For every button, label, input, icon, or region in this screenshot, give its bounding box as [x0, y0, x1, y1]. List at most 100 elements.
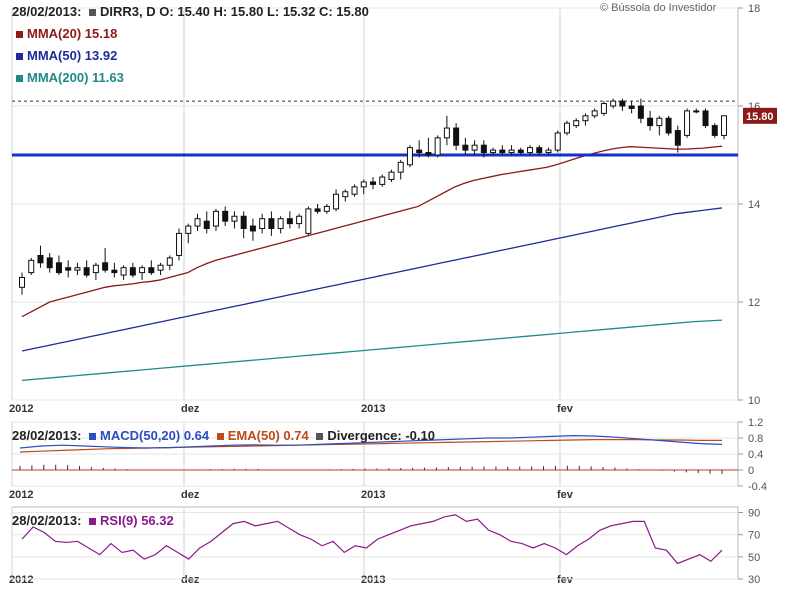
candle	[434, 135, 441, 158]
mma20-line	[21, 145, 723, 318]
legend-mma50-swatch	[16, 52, 23, 60]
candle-body	[619, 100, 626, 107]
candle-body	[563, 122, 570, 134]
candle	[148, 260, 155, 276]
rsi-header: 28/02/2013: RSI(9) 56.32	[12, 513, 174, 528]
price-y-tick-1: 12	[748, 297, 760, 309]
candle-body	[434, 137, 441, 156]
price-y-tick-0: 10	[748, 395, 760, 407]
candle	[480, 140, 487, 158]
candle	[333, 189, 340, 212]
candle-body	[277, 218, 284, 229]
rsi-x-tick-1: dez	[181, 574, 200, 586]
candle-body	[656, 117, 663, 127]
candle-body	[46, 257, 53, 269]
candle-body	[333, 193, 340, 210]
candle	[240, 211, 247, 239]
price-header: 28/02/2013: DIRR3, D O: 15.40 H: 15.80 L…	[12, 4, 369, 19]
candle-body	[139, 267, 146, 274]
candle	[37, 245, 44, 268]
macd-x-tick-1: dez	[181, 489, 200, 501]
candle-body	[323, 205, 330, 212]
candle-body	[351, 186, 358, 195]
candle	[656, 115, 663, 136]
candle	[665, 115, 672, 136]
candle	[305, 206, 312, 236]
candle	[379, 174, 386, 187]
macd-header: 28/02/2013: MACD(50,20) 0.64 EMA(50) 0.7…	[12, 428, 435, 443]
candle	[462, 137, 469, 155]
candle-body	[684, 110, 691, 136]
candle	[157, 262, 164, 276]
candle	[323, 204, 330, 214]
price-x-tick-1: dez	[181, 403, 200, 415]
credit-text: © Bússola do Investidor	[600, 2, 717, 14]
candle	[554, 130, 561, 153]
series-swatch-price	[89, 8, 97, 16]
candle	[139, 265, 146, 280]
macd-y-tick-3: 0.8	[748, 433, 763, 445]
candle	[55, 255, 62, 276]
candle	[249, 218, 256, 241]
rsi-x-tick-2: 2013	[361, 574, 385, 586]
candle-body	[406, 147, 413, 166]
candle-body	[480, 144, 487, 154]
candle	[65, 260, 72, 278]
candle	[647, 110, 654, 131]
candle	[619, 98, 626, 111]
candle-body	[212, 210, 219, 227]
macd-y-tick-0: -0.4	[748, 481, 767, 493]
legend-mma200-swatch	[16, 74, 23, 82]
candle-body	[545, 149, 552, 154]
candle-body	[453, 127, 460, 146]
candle	[111, 262, 118, 278]
candle-body	[711, 125, 718, 136]
candle-body	[517, 149, 524, 154]
legend-rsi-swatch	[89, 517, 97, 525]
candle-body	[37, 254, 44, 264]
price-header-ticker: DIRR3, D	[100, 4, 156, 19]
candle-body	[499, 149, 506, 154]
candle	[185, 223, 192, 244]
candle-body	[628, 105, 635, 109]
candle	[314, 204, 321, 214]
candle	[83, 260, 90, 278]
candle-body	[342, 191, 349, 198]
candle	[74, 262, 81, 276]
candle	[628, 101, 635, 114]
candle	[693, 108, 700, 114]
candle	[637, 98, 644, 124]
mma200-line	[21, 319, 723, 382]
candle	[212, 208, 219, 231]
candle-body	[286, 218, 293, 225]
candle	[286, 211, 293, 229]
candle	[19, 272, 25, 295]
candle	[102, 248, 109, 273]
price-y-tick-4: 18	[748, 3, 760, 15]
candle	[120, 265, 127, 280]
candle-body	[74, 267, 81, 271]
price-header-ohlc: O: 15.40 H: 15.80 L: 15.32 C: 15.80	[159, 4, 369, 19]
rsi-x-tick-3: fev	[557, 574, 574, 586]
candle-body	[397, 161, 404, 173]
candle-body	[166, 257, 173, 266]
candle-body	[222, 210, 229, 222]
rsi-y-tick-2: 70	[748, 530, 760, 542]
macd-header-date: 28/02/2013:	[12, 428, 82, 443]
candle	[591, 108, 598, 119]
candle	[471, 140, 478, 155]
candle-body	[194, 218, 201, 227]
last-price-label: 15.80	[746, 111, 774, 123]
candle-body	[203, 220, 210, 229]
legend-ema-swatch	[216, 432, 224, 440]
candle	[176, 228, 183, 261]
candle-body	[379, 176, 386, 185]
candle-body	[665, 117, 672, 134]
rsi-line	[21, 514, 723, 565]
candle	[490, 147, 497, 155]
candle-body	[249, 225, 256, 232]
candle	[416, 140, 423, 158]
candle-body	[508, 149, 515, 154]
candle-body	[416, 149, 423, 154]
macd-y-tick-1: 0	[748, 465, 754, 477]
